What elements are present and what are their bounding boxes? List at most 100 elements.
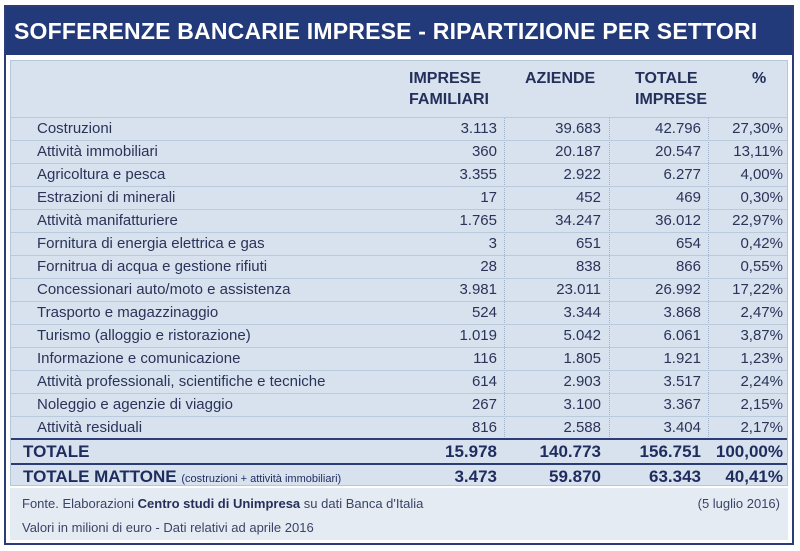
row-totale-imprese: 3.868 (663, 304, 701, 321)
total-mattone-row: TOTALE MATTONE (costruzioni + attività i… (11, 464, 787, 490)
table-row: Trasporto e magazzinaggio 524 3.344 3.868 2,… (11, 301, 787, 324)
row-aziende: 2.903 (563, 373, 601, 390)
total-label: TOTALE (23, 442, 90, 461)
row-imprese-familiari: 1.019 (459, 327, 497, 344)
title-bar: SOFFERENZE BANCARIE IMPRESE - RIPARTIZIO… (6, 7, 792, 57)
row-percent: 0,55% (740, 258, 783, 275)
row-imprese-familiari: 3.981 (459, 281, 497, 298)
total-totale: 156.751 (639, 442, 701, 461)
row-sector: Attività manifatturiere (37, 212, 178, 229)
header-totale-imprese: TOTALE IMPRESE (635, 70, 708, 108)
row-aziende: 23.011 (556, 281, 601, 298)
source-prefix: Fonte. Elaborazioni (22, 496, 135, 511)
row-totale-imprese: 26.992 (655, 281, 701, 298)
units-note: Valori in milioni di euro - Dati relativ… (22, 520, 314, 535)
total-mattone-note: (costruzioni + attività immobiliari) (181, 473, 342, 485)
row-aziende: 5.042 (563, 327, 601, 344)
row-sector: Attività residuali (37, 419, 143, 436)
total-mattone-percent: 40,41% (725, 467, 783, 486)
header-aziende: AZIENDE (525, 70, 596, 87)
row-sector: Fornitrua di acqua e gestione rifiuti (37, 258, 268, 275)
table-row: Estrazioni di minerali 17 452 469 0,30% (11, 186, 787, 209)
row-percent: 2,15% (740, 396, 783, 413)
row-sector: Concessionari auto/moto e assistenza (37, 281, 291, 298)
row-percent: 3,87% (740, 327, 783, 344)
data-table: IMPRESE FAMILIARI AZIENDE TOTALE IMPRESE… (10, 60, 788, 486)
header-imprese-familiari: IMPRESE FAMILIARI (409, 70, 489, 108)
row-aziende: 2.588 (563, 419, 601, 436)
row-totale-imprese: 6.277 (663, 166, 701, 183)
row-percent: 2,47% (740, 304, 783, 321)
row-totale-imprese: 42.796 (655, 120, 701, 137)
table-row: Noleggio e agenzie di viaggio 267 3.100 3.3… (11, 393, 787, 416)
infographic-card: SOFFERENZE BANCARIE IMPRESE - RIPARTIZIO… (4, 5, 794, 545)
row-totale-imprese: 866 (675, 258, 701, 275)
row-sector: Attività professionali, scientifiche e t… (37, 373, 326, 390)
row-totale-imprese: 3.367 (663, 396, 701, 413)
total-familiari: 15.978 (445, 442, 497, 461)
table-row: Fornitrua di acqua e gestione rifiuti 28 8… (11, 255, 787, 278)
row-totale-imprese: 469 (675, 189, 701, 206)
row-totale-imprese: 654 (675, 235, 701, 252)
row-imprese-familiari: 17 (480, 189, 497, 206)
row-imprese-familiari: 116 (473, 350, 497, 367)
row-percent: 17,22% (732, 281, 783, 298)
total-mattone-label: TOTALE MATTONE (23, 467, 177, 486)
row-percent: 27,30% (732, 120, 783, 137)
row-percent: 22,97% (732, 212, 783, 229)
row-totale-imprese: 1.921 (663, 350, 701, 367)
row-sector: Estrazioni di minerali (37, 189, 176, 206)
total-mattone-label-wrap: TOTALE MATTONE (costruzioni + attività i… (23, 467, 341, 487)
total-mattone-totale: 63.343 (649, 467, 701, 486)
row-imprese-familiari: 3.113 (460, 120, 497, 137)
row-sector: Attività immobiliari (37, 143, 158, 160)
publication-date: (5 luglio 2016) (697, 496, 780, 511)
row-sector: Agricoltura e pesca (37, 166, 166, 183)
total-separator (11, 438, 787, 440)
total-mattone-familiari: 3.473 (454, 467, 497, 486)
row-totale-imprese: 3.517 (663, 373, 701, 390)
source-suffix: su dati Banca d'Italia (303, 496, 424, 511)
row-imprese-familiari: 360 (471, 143, 497, 160)
row-totale-imprese: 36.012 (655, 212, 701, 229)
footer: Fonte. Elaborazioni Centro studi di Unim… (10, 488, 788, 540)
row-percent: 0,42% (740, 235, 783, 252)
row-percent: 1,23% (740, 350, 783, 367)
row-sector: Trasporto e magazzinaggio (37, 304, 219, 321)
table-body: Costruzioni 3.113 39.683 42.796 27,30% Attivi… (11, 117, 787, 439)
source-org: Centro studi di Unimpresa (137, 496, 301, 511)
header-percent: % (752, 70, 767, 87)
row-aziende: 1.805 (563, 350, 601, 367)
row-sector: Costruzioni (37, 120, 113, 137)
table-row: Attività immobiliari 360 20.187 20.547 13,11… (11, 140, 787, 163)
total-percent: 100,00% (715, 442, 783, 461)
table-row: Informazione e comunicazione 116 1.805 1.92… (11, 347, 787, 370)
row-percent: 13,11% (733, 143, 783, 160)
row-imprese-familiari: 28 (480, 258, 497, 275)
row-imprese-familiari: 3.355 (459, 166, 497, 183)
row-imprese-familiari: 267 (471, 396, 497, 413)
row-percent: 2,17% (740, 419, 783, 436)
row-aziende: 651 (575, 235, 601, 252)
row-imprese-familiari: 816 (471, 419, 497, 436)
row-aziende: 3.344 (563, 304, 601, 321)
row-aziende: 20.187 (555, 143, 601, 160)
row-percent: 0,30% (740, 189, 783, 206)
table-row: Fornitura di energia elettrica e gas 3 651… (11, 232, 787, 255)
table-row: Attività professionali, scientifiche e t… (11, 370, 787, 393)
total-mattone-aziende: 59.870 (549, 467, 601, 486)
row-aziende: 39.683 (555, 120, 601, 137)
row-sector: Noleggio e agenzie di viaggio (37, 396, 233, 413)
total-mattone-separator (11, 463, 787, 465)
source-note: Fonte. Elaborazioni Centro studi di Unim… (22, 496, 423, 511)
total-aziende: 140.773 (539, 442, 601, 461)
total-row: TOTALE 15.978 140.773 156.751 100,00% (11, 439, 787, 465)
row-aziende: 2.922 (563, 166, 601, 183)
row-sector: Turismo (alloggio e ristorazione) (37, 327, 251, 344)
row-totale-imprese: 20.547 (655, 143, 701, 160)
table-row: Costruzioni 3.113 39.683 42.796 27,30% (11, 117, 787, 140)
table-row: Concessionari auto/moto e assistenza 3.98… (11, 278, 787, 301)
row-imprese-familiari: 614 (471, 373, 497, 390)
row-totale-imprese: 3.404 (663, 419, 701, 436)
table-row: Turismo (alloggio e ristorazione) 1.019 5.… (11, 324, 787, 347)
